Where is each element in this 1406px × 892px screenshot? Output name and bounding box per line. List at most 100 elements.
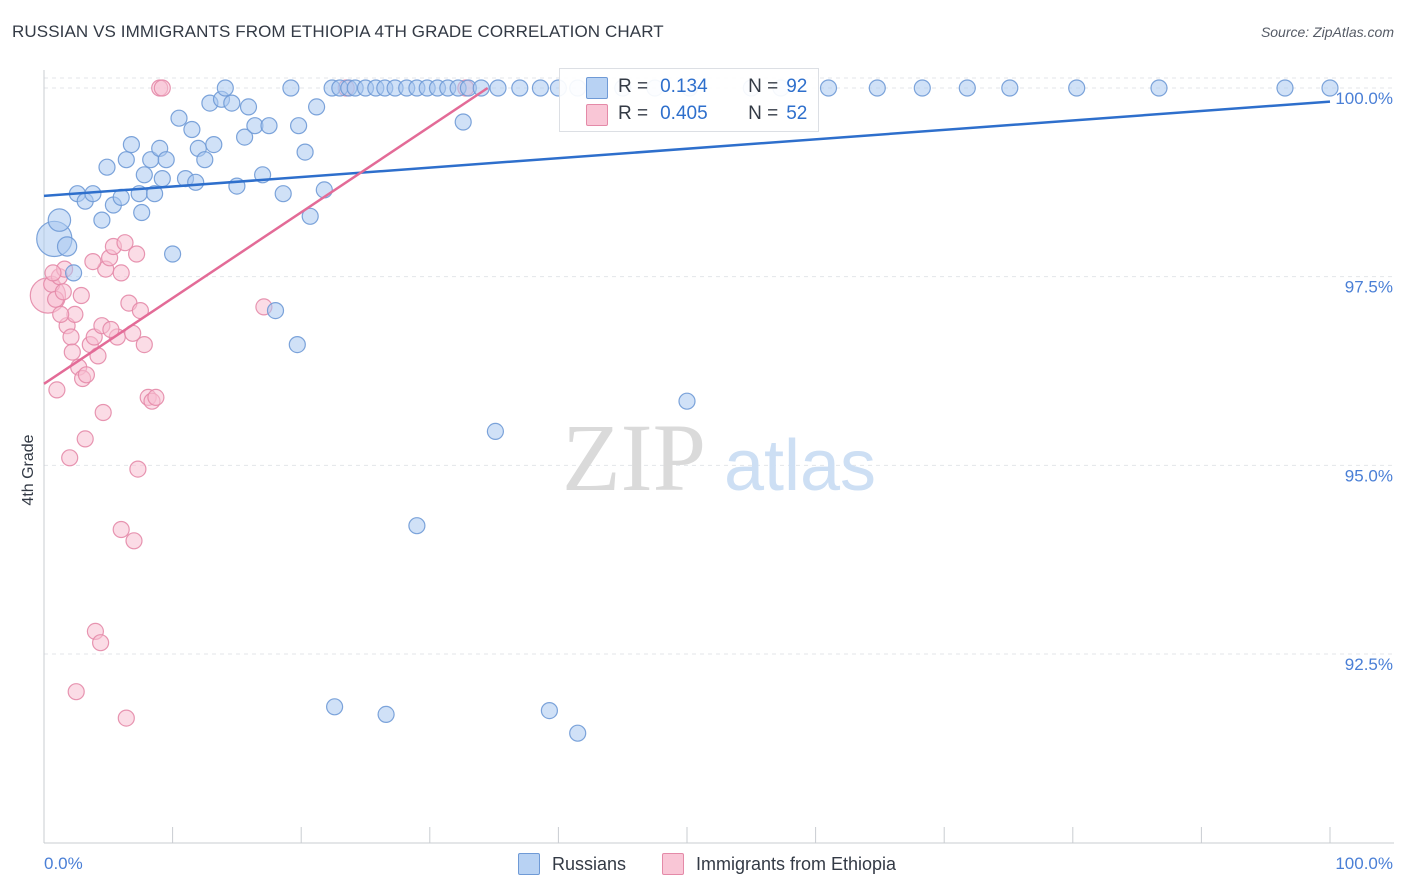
legend-russians-swatch	[518, 853, 540, 875]
ethiopia-stats: R = 0.405 N = 52	[618, 101, 807, 127]
legend-item-russians: Russians	[518, 852, 626, 876]
russians-point	[157, 151, 175, 169]
russians-point	[958, 79, 976, 97]
russians-point	[913, 79, 931, 97]
ethiopia-point	[72, 286, 90, 305]
legend-russians-label: Russians	[552, 853, 627, 874]
ethiopia-r-value: 0.405	[660, 103, 708, 124]
ethiopia-point	[147, 388, 165, 406]
ethiopia-trend-line	[43, 86, 489, 385]
russians-point	[135, 166, 153, 184]
correlation-legend: R = 0.134 N = 92 R = 0.405 N = 52	[559, 68, 819, 132]
ethiopia-point	[117, 709, 135, 727]
ethiopia-point	[84, 253, 102, 271]
russians-r-label: R =	[618, 76, 649, 97]
ethiopia-point	[44, 264, 62, 282]
russians-stats: R = 0.134 N = 92	[618, 74, 807, 100]
ethiopia-point	[94, 403, 112, 422]
ethiopia-point	[62, 328, 80, 346]
russians-point	[377, 705, 395, 724]
russians-point	[117, 151, 135, 169]
x-tick-label: 100.0%	[1335, 854, 1393, 873]
y-tick-label: 97.5%	[1345, 278, 1393, 297]
series-russians-points	[36, 79, 1339, 742]
russians-point	[288, 336, 306, 354]
russians-point	[122, 136, 140, 154]
chart-source: Source: ZipAtlas.com	[1260, 24, 1394, 40]
ethiopia-n-value: 52	[786, 103, 808, 124]
russians-point	[98, 158, 116, 176]
ethiopia-point	[61, 449, 79, 467]
series-ethiopia-points	[29, 79, 475, 727]
ethiopia-point	[91, 634, 110, 652]
russians-point	[1150, 79, 1168, 97]
ethiopia-point	[76, 430, 94, 448]
russians-point	[187, 173, 205, 191]
russians-point	[205, 136, 223, 154]
russians-point	[531, 79, 550, 97]
ethiopia-point	[129, 460, 147, 478]
y-tick-label: 100.0%	[1335, 89, 1393, 108]
ethiopia-swatch	[586, 104, 608, 126]
russians-point	[326, 698, 344, 716]
ethiopia-point	[128, 245, 146, 263]
axes	[43, 70, 1394, 844]
russians-point	[64, 264, 83, 282]
ethiopia-point	[48, 381, 66, 399]
russians-point	[164, 245, 182, 263]
ethiopia-point	[52, 305, 70, 323]
russians-point	[678, 392, 696, 410]
ethiopia-point	[54, 283, 72, 301]
russians-point	[266, 302, 285, 320]
russians-point	[290, 117, 308, 135]
legend-ethiopia-label: Immigrants from Ethiopia	[696, 853, 897, 874]
russians-point	[1001, 79, 1019, 97]
russians-point	[170, 109, 188, 127]
russians-point	[819, 79, 838, 97]
russians-point	[308, 98, 326, 116]
russians-point	[486, 422, 504, 440]
russians-point	[408, 517, 426, 535]
y-tick-label: 95.0%	[1345, 466, 1393, 485]
ethiopia-point	[67, 683, 85, 701]
russians-point	[47, 208, 72, 232]
russians-point	[236, 128, 254, 146]
ethiopia-point	[125, 532, 143, 550]
russians-point	[56, 236, 78, 257]
russians-point	[296, 143, 314, 161]
russians-point	[282, 79, 300, 97]
russians-swatch	[586, 77, 608, 99]
russians-r-value: 0.134	[660, 76, 708, 97]
russians-point	[133, 203, 151, 222]
chart-title: RUSSIAN VS IMMIGRANTS FROM ETHIOPIA 4TH …	[12, 22, 664, 41]
ethiopia-point	[116, 234, 134, 252]
ethiopia-r-label: R =	[618, 103, 649, 124]
russians-point	[1276, 79, 1294, 97]
ethiopia-point	[66, 305, 84, 323]
tick-labels: 100.0% 97.5% 95.0% 92.5% 0.0% 100.0%	[44, 89, 1393, 873]
russians-point	[146, 185, 164, 203]
ethiopia-point	[63, 343, 81, 361]
russians-point	[540, 701, 559, 720]
russians-point	[1321, 79, 1339, 97]
russians-point	[868, 79, 886, 97]
ethiopia-point	[77, 366, 96, 384]
ethiopia-point	[153, 79, 171, 97]
russians-trend-line	[43, 100, 1331, 198]
russians-point	[93, 211, 111, 229]
y-tick-label: 92.5%	[1345, 655, 1393, 674]
ethiopia-n-label: N =	[748, 103, 779, 124]
russians-point	[153, 170, 171, 188]
watermark-zip: ZIP	[562, 404, 706, 511]
trend-lines	[43, 86, 1331, 385]
russians-n-label: N =	[748, 76, 779, 97]
russians-point	[511, 79, 529, 97]
ethiopia-point	[135, 336, 153, 354]
legend-ethiopia-swatch	[662, 853, 684, 875]
russians-n-value: 92	[786, 76, 808, 97]
ethiopia-point	[102, 320, 120, 339]
ethiopia-point	[112, 264, 130, 282]
russians-point	[216, 79, 234, 97]
russians-point	[472, 79, 490, 97]
